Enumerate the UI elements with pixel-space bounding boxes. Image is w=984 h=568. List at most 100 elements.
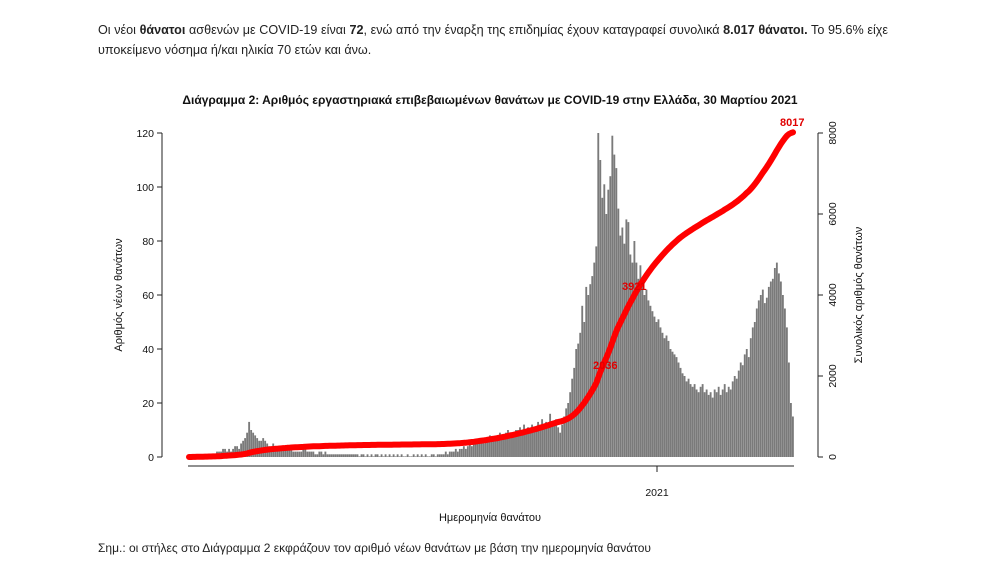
bar [601,197,604,458]
bar [545,421,548,457]
bar [290,448,293,457]
bar [695,389,698,457]
bar [763,303,766,457]
bar [491,440,493,457]
bar [394,456,397,457]
bar [466,446,469,457]
bar [428,456,431,457]
y-left-tick-label: 40 [142,344,154,356]
bar [613,154,616,457]
bar [659,327,662,457]
bar [587,295,590,457]
bar [286,448,289,457]
bar [749,338,752,457]
bar [320,451,323,457]
bar [316,454,319,457]
cumulative-label-3: 8017 [780,117,804,129]
bar [615,168,618,457]
bar [384,454,387,457]
bar [683,376,686,457]
bar [593,262,596,457]
bar [330,454,333,457]
bar [344,454,347,457]
bar [340,454,343,457]
bar [438,454,441,457]
bar [364,456,367,457]
bar [681,373,684,457]
bar [705,389,708,457]
bar [250,430,253,457]
bar [675,357,678,457]
bar [697,392,700,457]
bar [585,286,588,457]
bar [294,451,297,457]
bar [240,443,243,457]
bar [298,451,301,457]
bar [657,319,660,457]
bar [515,430,517,457]
bar [495,440,497,457]
bar [597,133,600,457]
y-right-tick-label: 6000 [827,202,839,226]
bar [436,454,439,457]
bar [533,427,535,457]
bar [464,448,467,457]
bar [637,278,640,457]
bar [410,456,413,457]
bar [561,424,564,457]
bar [446,454,449,457]
bar [539,424,542,457]
bar [719,394,722,457]
chart-title: Διάγραμμα 2: Αριθμός εργαστηριακά επιβεβ… [182,93,798,107]
bar [486,438,489,457]
bar [783,308,786,457]
bar [248,421,251,457]
x-tick-2021: 2021 [645,487,669,499]
y-left-tick-label: 20 [142,398,154,410]
bar [753,322,756,457]
bar [575,349,578,457]
bar [400,454,403,457]
bar [460,448,463,457]
bar [476,443,479,457]
bar [677,362,680,457]
bar [380,454,383,457]
bar [737,370,740,457]
bar [416,454,419,457]
bar [378,456,381,457]
bar [503,438,505,457]
bar [517,430,519,457]
bar [607,189,610,457]
bar [563,416,566,457]
bar [424,454,427,457]
bar [645,289,648,457]
bar [452,451,455,457]
y-left-tick-label: 80 [142,236,154,248]
bar [689,384,692,457]
bar [252,432,255,457]
bar [789,403,792,457]
bar [390,456,393,457]
bar [527,427,529,457]
bar [723,384,726,457]
bar [450,451,453,457]
bar [404,456,407,457]
bar [531,424,533,457]
bar [529,432,531,457]
bar [635,262,638,457]
bar [625,219,628,457]
bar [525,430,527,457]
bar [284,448,287,457]
bar [296,451,299,457]
bar [599,160,602,457]
bar [713,389,716,457]
bar [324,451,327,457]
bar [497,435,499,457]
bar [482,443,485,457]
bar [304,448,307,457]
bar [360,454,363,457]
bar [547,424,550,457]
bar [641,281,644,457]
bar [671,351,674,457]
bar [342,454,345,457]
